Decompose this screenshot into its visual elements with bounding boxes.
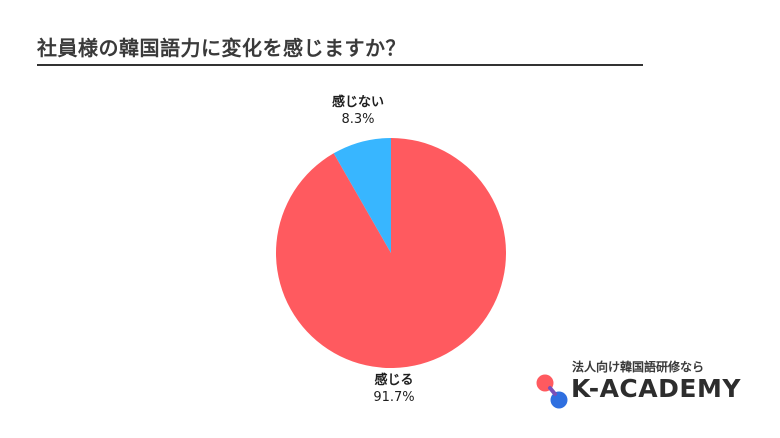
slice-name-kanjinai: 感じない [331,95,385,110]
pie-slice-kanjiru [275,138,506,368]
slice-value-kanjinai: 8.3% [341,112,375,127]
brand-tagline: 法人向け韓国語研修なら [572,360,705,374]
logo-link [548,386,557,396]
title-underline [37,64,643,66]
slice-value-kanjiru: 91.7% [373,390,415,405]
chart-title: 社員様の韓国語力に変化を感じますか？ [37,36,406,60]
pie-slice-kanjinai [333,138,391,253]
slice-name-kanjiru: 感じる [374,373,414,388]
slice-label-kanjiru: 感じる 91.7% [373,372,414,406]
brand-name: K-ACADEMY [571,374,741,403]
slice-label-kanjinai: 感じない 8.3% [332,94,384,128]
brand-logo-icon [536,374,568,409]
